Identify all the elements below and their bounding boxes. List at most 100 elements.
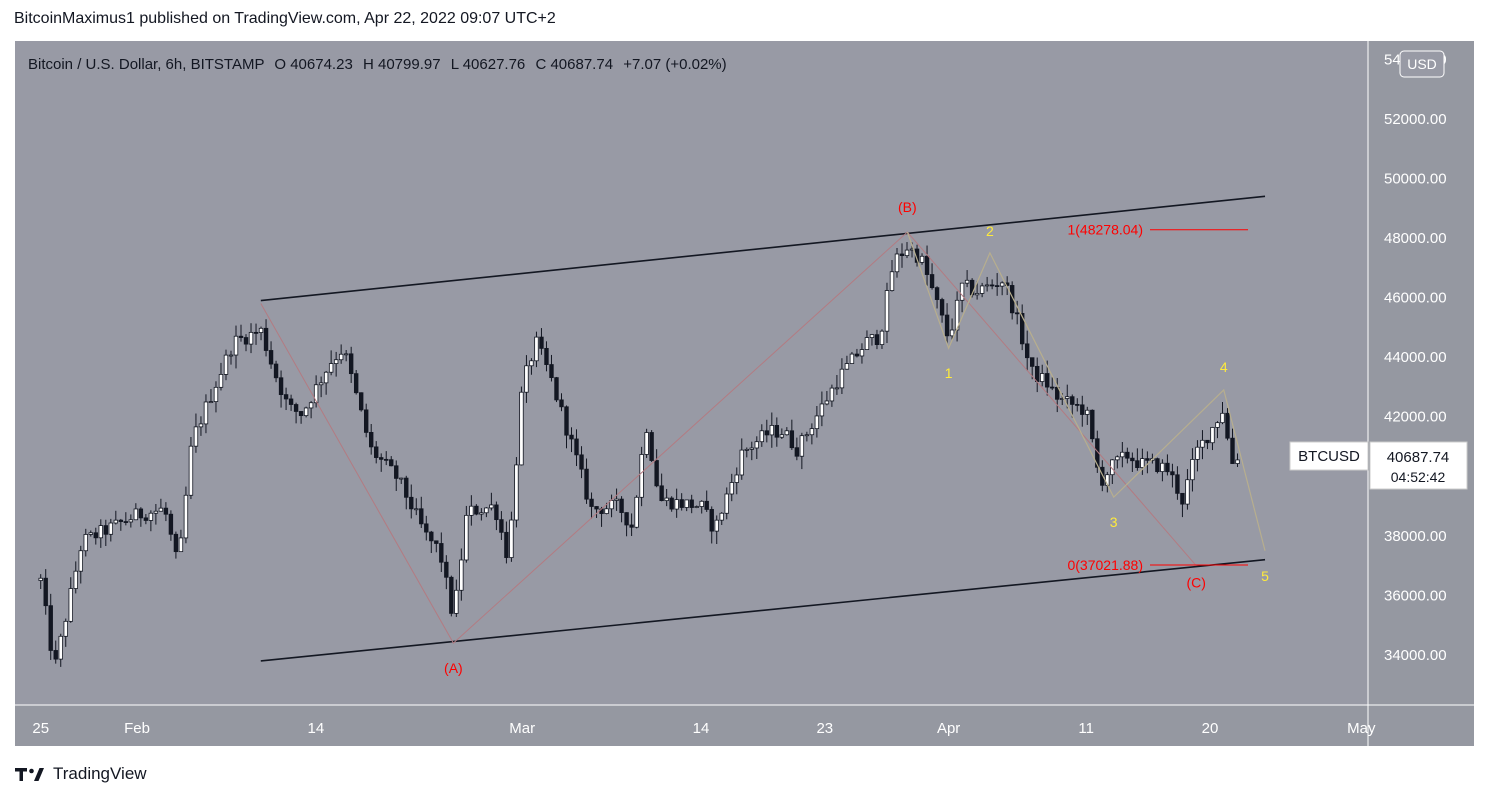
candle-body bbox=[258, 327, 264, 333]
candle-body bbox=[363, 409, 369, 433]
candle-body bbox=[419, 508, 424, 525]
candle-body bbox=[774, 424, 780, 438]
y-tick-label: 44000.00 bbox=[1384, 349, 1447, 366]
candle-body bbox=[404, 477, 409, 498]
y-tick-label: 38000.00 bbox=[1384, 528, 1447, 545]
candle-body bbox=[454, 589, 459, 614]
candle-body bbox=[709, 509, 714, 532]
candle-body bbox=[804, 434, 810, 437]
candle-body bbox=[1055, 386, 1060, 400]
candle-body bbox=[348, 353, 354, 375]
candle-body bbox=[233, 335, 239, 356]
candle-body bbox=[489, 504, 494, 509]
candle-body bbox=[1050, 386, 1055, 389]
candle-body bbox=[664, 497, 669, 502]
candle-body bbox=[338, 353, 344, 361]
candle-body bbox=[1180, 492, 1185, 505]
candle-body bbox=[924, 255, 930, 275]
candle-body bbox=[574, 438, 579, 456]
candle-body bbox=[1075, 404, 1080, 406]
candle-body bbox=[514, 464, 519, 521]
candle-body bbox=[1175, 474, 1180, 494]
yellow-wave-label: 5 bbox=[1261, 568, 1269, 584]
price-tag-symbol: BTCUSD bbox=[1298, 448, 1360, 465]
footer: TradingView bbox=[15, 763, 147, 785]
candle-body bbox=[384, 458, 389, 461]
candle-body bbox=[614, 498, 619, 501]
y-tick-label: 48000.00 bbox=[1384, 230, 1447, 247]
candle-body bbox=[1120, 451, 1125, 458]
y-tick-label: 36000.00 bbox=[1384, 587, 1447, 604]
candle-body bbox=[1035, 365, 1040, 382]
candle-body bbox=[499, 519, 504, 533]
close-label: C bbox=[535, 56, 546, 73]
x-tick-label: Feb bbox=[124, 720, 150, 737]
candle-body bbox=[93, 532, 98, 539]
candle-body bbox=[659, 485, 664, 502]
candle-body bbox=[539, 336, 544, 349]
close-value: 40687.74 bbox=[550, 56, 613, 73]
candle-body bbox=[469, 505, 474, 516]
yellow-wave-label: 4 bbox=[1220, 359, 1228, 375]
high-value: 40799.97 bbox=[378, 56, 441, 73]
candle-body bbox=[1030, 357, 1035, 367]
candle-body bbox=[313, 384, 319, 404]
candle-body bbox=[974, 293, 980, 296]
candle-body bbox=[504, 531, 509, 558]
symbol-title: Bitcoin / U.S. Dollar, 6h, BITSTAMP bbox=[28, 56, 264, 73]
change-value: +7.07 (+0.02%) bbox=[623, 56, 726, 73]
candle-body bbox=[699, 500, 704, 507]
x-tick-label: 20 bbox=[1202, 720, 1219, 737]
candle-body bbox=[934, 287, 940, 300]
candle-body bbox=[303, 407, 309, 417]
candle-body bbox=[1014, 312, 1020, 315]
candle-body bbox=[1190, 459, 1195, 481]
high-label: H bbox=[363, 56, 374, 73]
candle-body bbox=[63, 620, 68, 637]
candle-body bbox=[764, 430, 770, 436]
candle-body bbox=[58, 635, 63, 660]
currency-label: USD bbox=[1407, 56, 1437, 72]
price-axis bbox=[1368, 41, 1474, 705]
candle-body bbox=[719, 512, 724, 521]
candle-body bbox=[729, 482, 734, 495]
candle-body bbox=[183, 494, 189, 539]
candle-body bbox=[999, 282, 1005, 287]
candle-body bbox=[824, 400, 830, 405]
candle-body bbox=[534, 336, 539, 362]
candle-body bbox=[429, 531, 434, 542]
candle-body bbox=[1024, 343, 1030, 359]
candle-body bbox=[874, 334, 880, 346]
candle-body bbox=[218, 374, 224, 388]
candle-body bbox=[228, 354, 234, 357]
candle-body bbox=[48, 605, 53, 651]
candle-body bbox=[213, 386, 219, 403]
candle-body bbox=[1165, 462, 1170, 473]
currency-button[interactable]: USD bbox=[1399, 50, 1445, 78]
candle-body bbox=[1019, 312, 1025, 345]
candle-body bbox=[103, 525, 109, 535]
y-tick-label: 34000.00 bbox=[1384, 647, 1447, 664]
candle-body bbox=[399, 477, 404, 480]
candle-body bbox=[263, 327, 269, 351]
candle-body bbox=[589, 498, 594, 507]
candle-body bbox=[178, 537, 184, 553]
red-wave-label: (A) bbox=[444, 660, 463, 676]
candle-body bbox=[544, 347, 549, 365]
candle-body bbox=[629, 524, 634, 528]
candle-body bbox=[1210, 427, 1215, 444]
candle-body bbox=[609, 500, 614, 510]
candle-body bbox=[73, 570, 78, 589]
x-tick-label: 23 bbox=[816, 720, 833, 737]
candle-body bbox=[409, 496, 414, 510]
yellow-wave-line bbox=[906, 231, 1266, 551]
candle-body bbox=[1215, 422, 1220, 428]
candle-body bbox=[318, 382, 324, 386]
candle-body bbox=[679, 499, 684, 508]
candle-body bbox=[379, 457, 384, 460]
channel-line-lower bbox=[260, 558, 1266, 662]
fib-level-label: 1(48278.04) bbox=[1067, 222, 1143, 238]
candle-body bbox=[584, 468, 589, 500]
candle-body bbox=[133, 508, 139, 521]
